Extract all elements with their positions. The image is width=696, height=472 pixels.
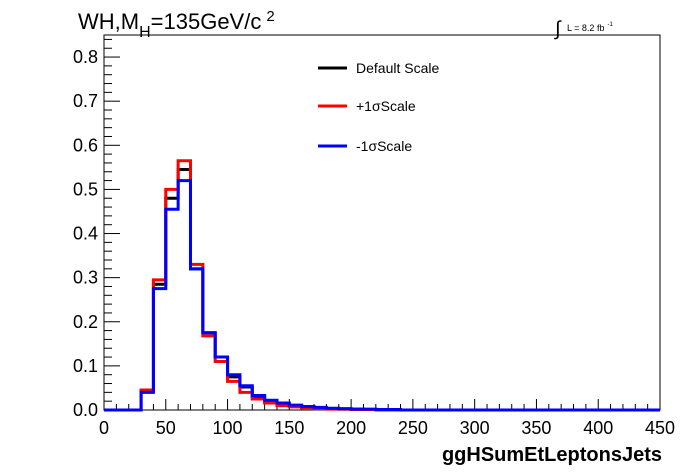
legend-label-2: +1σScale xyxy=(356,98,416,114)
plot-frame xyxy=(103,34,661,411)
legend-label-3: -1σScale xyxy=(356,138,412,154)
y-axis: 0.0 0.1 0.2 0.3 0.4 0.5 0.6 0.7 0.8 xyxy=(73,38,120,420)
x-axis: 0 50 100 150 200 250 300 350 400 450 xyxy=(99,399,675,438)
y-tick-label: 0.4 xyxy=(73,224,98,244)
x-tick-label: 50 xyxy=(156,418,176,438)
y-tick-label: 0.8 xyxy=(73,47,98,67)
x-tick-label: 150 xyxy=(274,418,304,438)
y-tick-label: 0.1 xyxy=(73,356,98,376)
x-tick-label: 450 xyxy=(645,418,675,438)
series-line-1 xyxy=(104,168,660,412)
series-line-3 xyxy=(104,179,660,412)
title-rest: =135GeV/c xyxy=(151,9,262,34)
series-group xyxy=(104,159,660,412)
x-axis-label: ggHSumEtLeptonsJets xyxy=(442,444,662,466)
y-tick-label: 0.3 xyxy=(73,268,98,288)
y-tick-label: 0.7 xyxy=(73,91,98,111)
lumi-text: L = 8.2 fb xyxy=(567,23,604,33)
x-tick-label: 250 xyxy=(398,418,428,438)
lumi-integral-symbol: ∫ xyxy=(554,18,562,40)
series-line-2 xyxy=(104,159,660,412)
x-tick-label: 350 xyxy=(521,418,551,438)
x-tick-label: 400 xyxy=(583,418,613,438)
x-tick-label: 200 xyxy=(336,418,366,438)
chart-title: WH,MH=135GeV/c 2 xyxy=(78,8,275,41)
x-tick-label: 300 xyxy=(460,418,490,438)
y-tick-label: 0.5 xyxy=(73,179,98,199)
lumi-label: L = 8.2 fb -1 xyxy=(567,22,613,33)
lumi-superscript: -1 xyxy=(607,22,613,28)
y-tick-label: 0.2 xyxy=(73,312,98,332)
title-superscript: 2 xyxy=(266,8,274,25)
legend-label-1: Default Scale xyxy=(356,60,439,76)
legend: Default Scale +1σScale -1σScale xyxy=(318,60,439,154)
x-tick-label: 0 xyxy=(99,418,109,438)
y-tick-label: 0.6 xyxy=(73,135,98,155)
title-main: WH,M xyxy=(78,9,139,34)
title-subscript: H xyxy=(139,24,151,41)
y-tick-label: 0.0 xyxy=(73,400,98,420)
x-tick-label: 100 xyxy=(213,418,243,438)
